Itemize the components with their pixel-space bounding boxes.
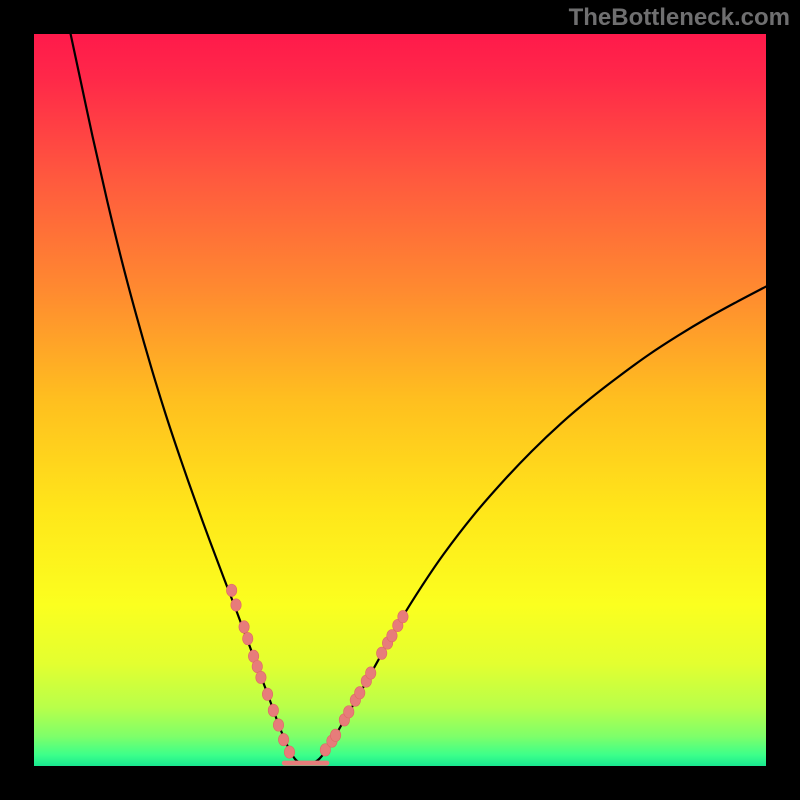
marker-right: [355, 687, 365, 699]
marker-left: [256, 671, 266, 683]
marker-left: [239, 621, 249, 633]
marker-right: [344, 706, 354, 718]
bottleneck-chart: [34, 34, 766, 766]
gradient-background: [34, 34, 766, 766]
marker-left: [243, 632, 253, 644]
plot-area: [34, 34, 766, 766]
marker-left: [226, 584, 236, 596]
marker-left: [231, 599, 241, 611]
watermark-text: TheBottleneck.com: [569, 4, 790, 32]
marker-left: [252, 660, 262, 672]
marker-left: [284, 746, 294, 758]
chart-frame: TheBottleneck.com: [0, 0, 800, 800]
marker-left: [262, 688, 272, 700]
marker-right: [330, 729, 340, 741]
marker-right: [366, 667, 376, 679]
marker-left: [278, 733, 288, 745]
marker-left: [268, 704, 278, 716]
marker-left: [273, 719, 283, 731]
marker-right: [398, 610, 408, 622]
